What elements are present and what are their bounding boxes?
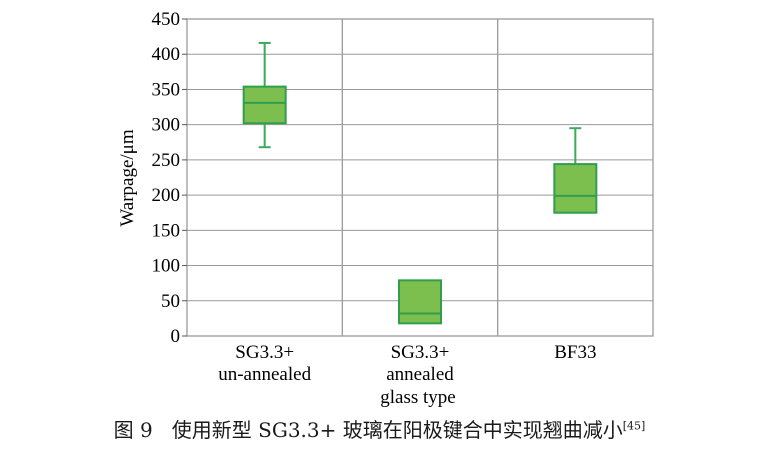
x-axis-label: glass type — [380, 387, 455, 408]
category-label-2: SG3.3+ — [391, 342, 450, 363]
y-axis-label: Warpage/μm — [117, 129, 138, 227]
y-tick-label: 250 — [152, 150, 181, 171]
boxes — [242, 41, 598, 325]
category-label-3: BF33 — [554, 342, 596, 363]
y-tick-label: 100 — [152, 256, 181, 277]
y-tick-label: 50 — [161, 291, 180, 312]
caption-reference: [45] — [622, 419, 646, 433]
box-iqr — [398, 279, 442, 325]
y-tick-label: 400 — [152, 44, 181, 65]
caption-text: 使用新型 SG3.3+ 玻璃在阳极键合中实现翘曲减小 — [171, 418, 623, 442]
box-1 — [242, 41, 287, 149]
y-tick-labels: 0 50 100 150 200 250 300 350 400 450 — [152, 9, 181, 347]
plot-frame — [186, 18, 654, 337]
figure-caption: 图 9 使用新型 SG3.3+ 玻璃在阳极键合中实现翘曲减小[45] — [0, 414, 759, 443]
box-2 — [398, 279, 442, 325]
gridlines — [182, 18, 654, 337]
y-tick-label: 150 — [152, 220, 181, 241]
box-iqr — [242, 85, 287, 125]
category-label-2: annealed — [386, 364, 454, 385]
category-label-1: un-annealed — [218, 364, 311, 385]
y-tick-label: 350 — [152, 79, 181, 100]
box-3 — [553, 127, 598, 214]
y-tick-label: 450 — [152, 9, 181, 30]
y-tick-label: 0 — [171, 326, 181, 347]
category-label-1: SG3.3+ — [235, 342, 294, 363]
y-tick-label: 300 — [152, 115, 181, 136]
box-iqr — [553, 163, 598, 214]
y-tick-label: 200 — [152, 185, 181, 206]
caption-prefix: 图 9 — [113, 418, 153, 442]
